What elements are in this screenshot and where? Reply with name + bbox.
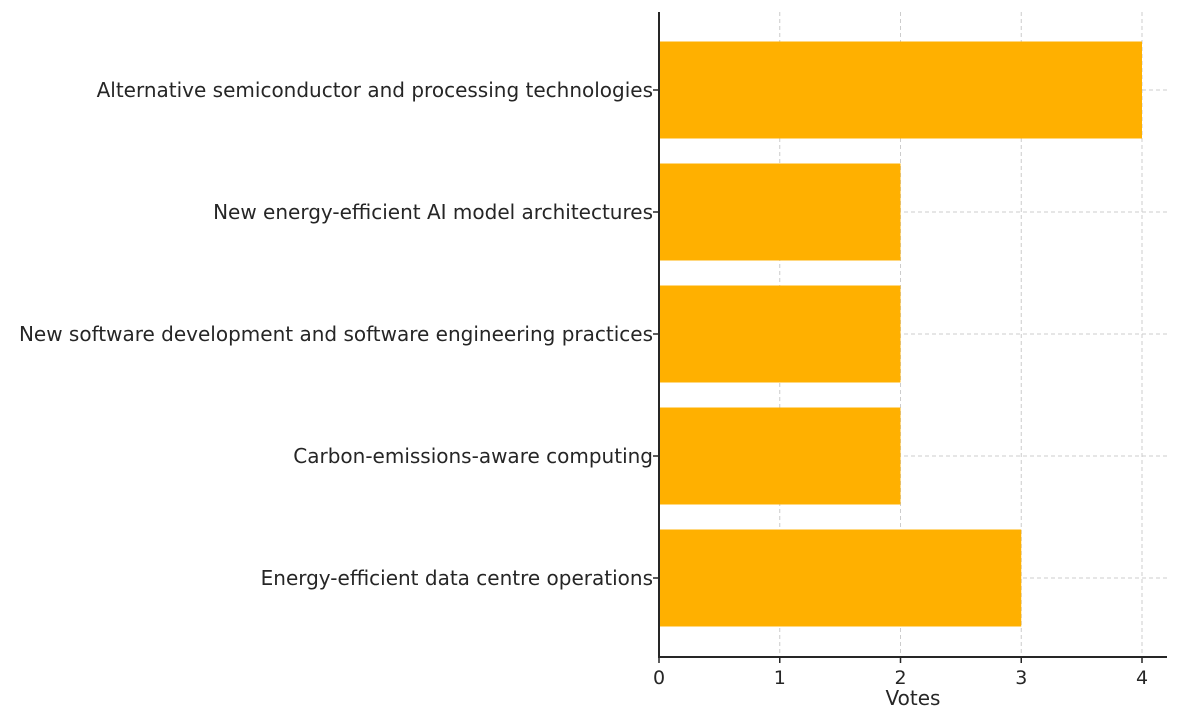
- x-tick-label: 1: [774, 667, 786, 689]
- x-tick-label: 3: [1015, 667, 1027, 689]
- bar: [659, 41, 1142, 139]
- bar: [659, 407, 901, 505]
- category-label: New software development and software en…: [19, 322, 653, 346]
- bar: [659, 529, 1022, 627]
- label-layer: 0 1 2 3 4 Alternative semiconductor and proce…: [19, 78, 1148, 689]
- bar: [659, 163, 901, 261]
- category-label: Carbon-emissions-aware computing: [293, 444, 653, 468]
- x-axis-title: Votes: [886, 686, 941, 710]
- category-label: Energy-efficient data centre operations: [261, 566, 653, 590]
- bar: [659, 285, 901, 383]
- bar-layer: [659, 41, 1142, 627]
- x-tick-label: 4: [1136, 667, 1148, 689]
- axis-layer: [653, 12, 1167, 663]
- x-tick-label: 0: [653, 667, 665, 689]
- x-tick-label: 2: [894, 667, 906, 689]
- category-label: New energy-efficient AI model architectu…: [213, 200, 653, 224]
- category-label: Alternative semiconductor and processing…: [97, 78, 653, 102]
